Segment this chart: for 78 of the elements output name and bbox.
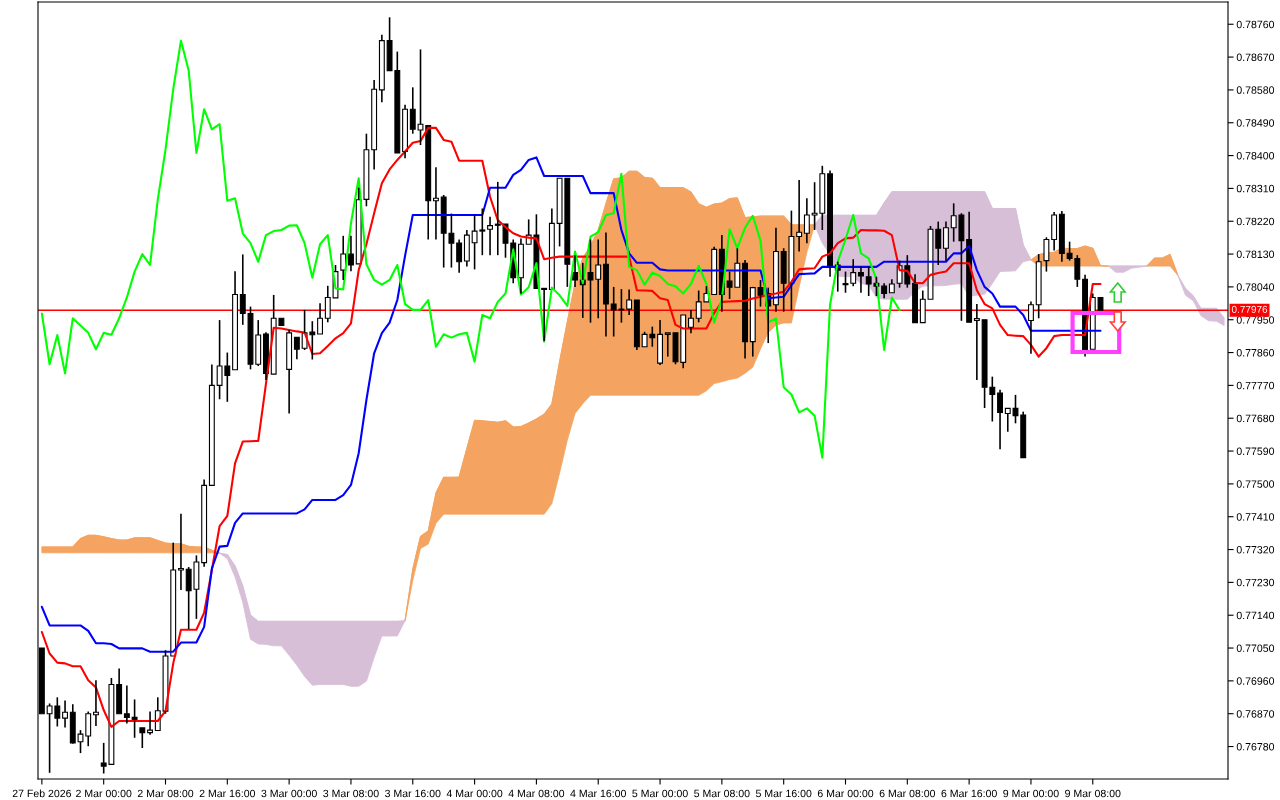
x-tick-label: 2 Mar 00:00 <box>76 789 132 798</box>
candlestick <box>178 513 184 591</box>
x-tick-label: 4 Mar 16:00 <box>570 789 626 798</box>
candlestick <box>657 319 663 366</box>
candlestick <box>371 79 378 171</box>
candlestick <box>93 679 99 727</box>
candlestick <box>997 388 1003 451</box>
x-tick-label: 6 Mar 00:00 <box>817 789 874 798</box>
y-tick-label: 0.76780 <box>1236 742 1275 751</box>
y-tick-label: 0.77680 <box>1236 414 1275 423</box>
y-tick-label: 0.78040 <box>1236 283 1275 291</box>
y-tick-label: 0.77140 <box>1236 611 1275 620</box>
candlestick <box>263 331 269 381</box>
y-tick-label: 0.77770 <box>1236 381 1275 390</box>
y-tick-label: 0.77050 <box>1236 644 1275 652</box>
x-tick-label: 2 Mar 08:00 <box>137 789 194 798</box>
candlestick <box>881 282 888 300</box>
y-tick-label: 0.77320 <box>1236 546 1275 554</box>
candlestick <box>603 231 609 338</box>
y-tick-label: 0.76960 <box>1236 677 1275 685</box>
x-tick-label: 3 Mar 16:00 <box>385 789 441 798</box>
candlestick <box>463 229 470 268</box>
candlestick <box>688 309 694 335</box>
y-tick-label: 0.78670 <box>1236 53 1275 62</box>
candlestick <box>456 238 463 274</box>
candlestick <box>62 699 68 729</box>
y-tick-label: 0.78400 <box>1236 152 1275 160</box>
candlestick <box>201 478 208 568</box>
y-tick-label: 0.77950 <box>1236 316 1275 324</box>
candlestick <box>1058 210 1065 263</box>
candlestick <box>742 259 748 360</box>
candlestick <box>1028 300 1034 355</box>
ref-line-label: 0.77976 <box>1231 305 1268 313</box>
x-tick-label: 2 Mar 16:00 <box>199 789 256 798</box>
candlestick <box>340 235 347 281</box>
y-tick-label: 0.78760 <box>1236 20 1275 29</box>
x-tick-label: 5 Mar 16:00 <box>755 789 812 798</box>
y-tick-label: 0.78310 <box>1236 184 1275 193</box>
y-tick-label: 0.77230 <box>1236 578 1275 587</box>
candlestick <box>348 235 354 273</box>
x-tick-label: 5 Mar 00:00 <box>632 789 688 798</box>
candlestick <box>518 237 524 295</box>
candlestick <box>1051 211 1058 252</box>
line-series <box>40 39 901 459</box>
x-tick-label: 6 Mar 16:00 <box>941 789 997 798</box>
x-tick-label: 27 Feb 2026 <box>12 789 72 798</box>
x-tick-label: 9 Mar 00:00 <box>1003 789 1059 798</box>
y-tick-label: 0.78220 <box>1236 217 1275 226</box>
y-tick-label: 0.78130 <box>1236 250 1275 258</box>
candlestick <box>147 710 153 736</box>
candlestick <box>858 265 864 294</box>
candlestick <box>572 254 578 288</box>
x-tick-label: 6 Mar 08:00 <box>879 789 936 798</box>
y-tick-label: 0.78490 <box>1236 119 1275 127</box>
x-tick-label: 4 Mar 08:00 <box>508 789 565 798</box>
candlestick <box>286 329 293 415</box>
x-tick-label: 5 Mar 08:00 <box>694 789 750 798</box>
candlestick <box>827 169 833 278</box>
candlestick <box>773 227 779 313</box>
y-tick-label: 0.77500 <box>1236 480 1275 488</box>
y-tick-label: 0.78580 <box>1236 86 1275 94</box>
candlestick <box>487 216 493 256</box>
candlestick <box>803 197 810 244</box>
x-tick-label: 4 Mar 00:00 <box>446 789 503 798</box>
y-tick-label: 0.77410 <box>1236 513 1275 521</box>
candlestick <box>943 220 949 262</box>
x-tick-label: 3 Mar 00:00 <box>261 789 317 798</box>
y-tick-label: 0.77590 <box>1236 447 1275 455</box>
candlestick <box>626 288 633 316</box>
x-tick-label: 3 Mar 08:00 <box>323 789 379 798</box>
candlestick <box>433 166 439 241</box>
x-tick-label: 9 Mar 08:00 <box>1065 789 1121 798</box>
y-tick-label: 0.77860 <box>1236 349 1275 357</box>
candlestick <box>378 34 385 104</box>
candlestick <box>402 104 408 159</box>
candlestick <box>796 179 803 253</box>
candlestick <box>123 684 130 725</box>
y-tick-label: 0.76870 <box>1236 710 1275 718</box>
